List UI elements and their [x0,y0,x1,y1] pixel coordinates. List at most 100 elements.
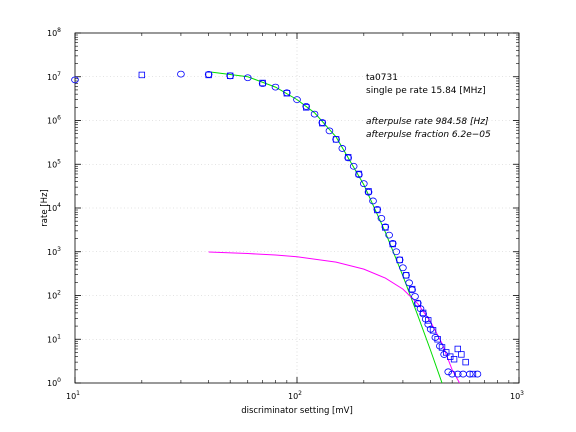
square-point [434,336,441,343]
circle-point [360,180,368,188]
square-point [389,240,396,248]
tick-label-base: 10 [288,392,298,401]
x-tick-label: 101 [66,390,80,401]
circle-point [436,342,444,350]
y-tick-label: 104 [47,202,61,213]
circle-point [431,334,440,341]
circle-point [271,83,280,91]
square-point [365,188,372,195]
tick-label-base: 10 [47,73,57,82]
annotation-tube-id: ta0731 [366,73,398,83]
tick-label-base: 10 [47,160,57,169]
circle-point [405,279,413,287]
circle-point [204,71,213,78]
annotation-single-pe-rate: single pe rate 15.84 [MHz] [366,86,486,96]
circle-point [325,127,334,135]
circle-point [318,119,327,126]
y-tick-label: 106 [47,115,61,126]
square-point [458,351,465,358]
circle-point [465,370,474,378]
circle-point [448,370,456,378]
y-tick-label: 108 [47,27,61,38]
circle-point [473,370,482,378]
square-point [138,71,146,79]
y-tick-label: 105 [47,158,61,169]
circle-point [373,205,382,213]
tick-label-base: 10 [66,392,76,401]
y-tick-label: 103 [47,246,61,257]
square-point [344,153,352,161]
tick-label-base: 10 [47,379,57,388]
y-tick-label: 100 [47,377,61,388]
tick-label-exponent: 2 [57,290,61,297]
square-point [319,119,326,127]
tick-label-exponent: 1 [57,333,61,340]
x-tick-label: 103 [510,390,524,401]
square-point [425,317,432,324]
circle-point [369,197,377,205]
square-point [429,327,437,334]
y-tick-label: 107 [47,71,61,82]
tick-label-exponent: 7 [57,71,61,78]
circle-point [381,223,390,231]
circle-point [258,80,267,87]
square-point [454,345,461,353]
tick-label-base: 10 [47,117,57,126]
circle-point [283,89,291,97]
circle-point [332,135,340,143]
circle-point [408,286,416,294]
circle-point [377,214,386,222]
circle-point [226,72,234,80]
circle-point [338,145,347,152]
square-point [374,206,381,214]
tick-label-exponent: 6 [57,115,61,122]
circle-point [392,248,401,256]
circle-point [426,325,435,333]
circle-point [293,96,301,104]
square-point [450,355,458,363]
circle-point [349,162,358,170]
y-axis-label: rate [Hz] [40,189,50,226]
tick-label-base: 10 [510,392,520,401]
square-point [443,349,450,356]
circle-point [310,110,319,118]
square-point [408,285,416,293]
data-points [71,70,482,378]
circle-point [453,370,462,378]
circle-point [395,256,404,264]
tick-label-exponent: 4 [57,202,61,209]
tick-label-exponent: 3 [57,246,61,253]
circle-point [344,154,352,162]
tick-label-exponent: 2 [298,390,302,397]
square-point [419,309,427,317]
circle-point [71,76,79,84]
circle-point [444,368,453,376]
square-point [355,170,363,178]
tick-label-exponent: 1 [76,390,80,397]
tick-marks [74,32,520,384]
square-point [462,358,469,366]
tick-label-base: 10 [47,335,57,344]
tick-label-exponent: 5 [57,158,61,165]
circle-point [399,264,407,272]
grid-lines [75,33,519,383]
tick-label-base: 10 [47,29,57,38]
x-tick-labels: 101 102 103 [66,390,524,401]
circle-point [243,74,252,82]
circle-point [402,271,410,279]
circle-point [411,293,419,300]
square-point [302,104,310,111]
tick-label-exponent: 0 [57,377,61,384]
y-tick-label: 102 [47,290,61,301]
square-point [469,370,477,378]
circle-point [385,231,393,239]
circle-point [302,103,310,110]
circle-point [355,171,363,179]
annotation-afterpulse-fraction: afterpulse fraction 6.2e−05 [366,130,491,140]
circle-point [364,188,373,196]
circle-point [388,240,397,247]
circle-point [177,70,185,78]
